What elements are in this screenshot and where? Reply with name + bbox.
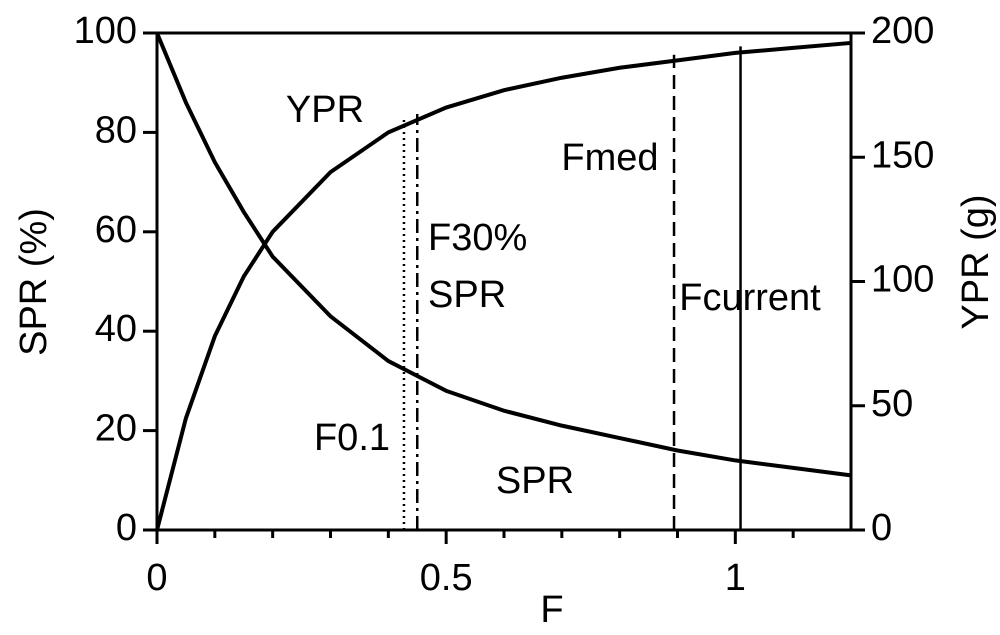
y2-tick-label: 100 bbox=[871, 259, 934, 301]
x-axis-label: F bbox=[540, 589, 563, 631]
curve bbox=[155, 40, 852, 531]
y-axis-label: SPR (%) bbox=[13, 208, 55, 356]
reference-label: F0.1 bbox=[314, 417, 390, 459]
x-tick-label: 1 bbox=[725, 557, 746, 599]
y2-tick-label: 150 bbox=[871, 134, 934, 176]
reference-label: Fcurrent bbox=[679, 277, 821, 319]
curve bbox=[155, 32, 852, 478]
y-tick-label: 100 bbox=[74, 10, 137, 52]
y2-axis-label: YPR (g) bbox=[955, 194, 997, 329]
reference-label: F30% bbox=[428, 217, 527, 259]
x-tick-label: 0 bbox=[146, 557, 167, 599]
y-tick-label: 40 bbox=[95, 308, 137, 350]
curve-label: YPR bbox=[286, 89, 364, 131]
x-tick-label: 0.5 bbox=[420, 557, 473, 599]
y-tick-label: 20 bbox=[95, 408, 137, 450]
reference-label: Fmed bbox=[561, 137, 658, 179]
y2-tick-label: 50 bbox=[871, 383, 913, 425]
y2-tick-label: 0 bbox=[871, 507, 892, 549]
reference-label: SPR bbox=[428, 274, 506, 316]
y-tick-label: 0 bbox=[116, 507, 137, 549]
y-tick-label: 60 bbox=[95, 209, 137, 251]
y2-tick-label: 200 bbox=[871, 10, 934, 52]
curve-label: SPR bbox=[496, 460, 574, 502]
y-tick-label: 80 bbox=[95, 109, 137, 151]
